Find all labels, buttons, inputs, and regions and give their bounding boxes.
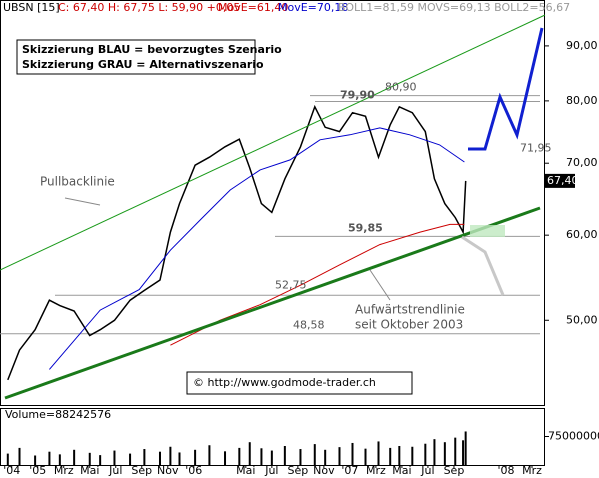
volume-bar (18, 447, 21, 465)
x-tick-label: '06 (185, 464, 202, 477)
boll: BOLL1=81,59 MOVS=69,13 BOLL2=56,67 (338, 1, 570, 14)
support-zone (470, 225, 505, 237)
x-tick-label: Mrz (54, 464, 74, 477)
volume-bar (158, 451, 161, 465)
x-tick-label: Sep (287, 464, 308, 477)
volume-bar (462, 440, 465, 465)
note-blue: Skizzierung BLAU = bevorzugtes Szenario (22, 43, 282, 56)
volume-bar (169, 446, 172, 465)
y-tick-label: 50,00 (566, 313, 598, 326)
volume-bar (238, 447, 241, 465)
x-tick-label: Mrz (522, 464, 542, 477)
pullback-line (0, 14, 546, 271)
volume-bar (324, 449, 327, 465)
level-label: 52,75 (275, 278, 307, 291)
trend-label: seit Oktober 2003 (355, 318, 463, 332)
symbol: UBSN [15] (3, 1, 60, 14)
volume-bar (313, 444, 316, 465)
volume-bar (424, 443, 427, 465)
volume-bar (58, 454, 61, 465)
volume-bar (364, 448, 367, 465)
x-tick-label: Mrz (366, 464, 386, 477)
x-tick-label: '05 (29, 464, 46, 477)
volume-bar (194, 449, 197, 465)
volume-bar (129, 453, 132, 465)
trend-label: Aufwärtstrendlinie (355, 303, 465, 317)
volume-bar (99, 455, 102, 465)
arrow (64, 197, 101, 206)
x-tick-label: Sep (444, 464, 465, 477)
trend-line (4, 206, 541, 400)
volume-bar (34, 455, 37, 465)
volume-bar (389, 447, 392, 465)
x-tick-label: Jul (264, 464, 278, 477)
x-tick-label: Mai (236, 464, 255, 477)
y-tick-label: 60,00 (566, 228, 598, 241)
volume-bar (260, 448, 263, 465)
volume-bar (224, 451, 227, 465)
level-label: 80,90 (385, 81, 417, 94)
gray-scenario (461, 235, 505, 296)
volume-bar (73, 449, 76, 465)
volume-bar (454, 437, 457, 465)
volume-bar (433, 439, 436, 465)
y-tick-label: 75000000 (548, 430, 599, 443)
x-tick-label: '04 (3, 464, 20, 477)
blue-scenario (468, 27, 544, 151)
level-label: 59,85 (348, 221, 383, 234)
series-line (7, 104, 467, 381)
copyright-box (186, 371, 413, 395)
volume-bar (143, 449, 146, 465)
volume-bar (48, 451, 51, 465)
arrow (369, 269, 391, 301)
last-price-label: 67,40 (547, 174, 579, 187)
ma2: MovE=70,18 (278, 1, 348, 14)
volume-bar (443, 442, 446, 465)
quote: C: 67,40 H: 67,75 L: 59,90 +0,05 (58, 1, 240, 14)
volume-bar (377, 441, 380, 465)
pullback-label: Pullbacklinie (40, 175, 115, 189)
volume-bar (248, 442, 251, 465)
volume-bar (6, 453, 9, 465)
series-line (49, 127, 465, 370)
volume-bar (398, 446, 401, 465)
x-tick-label: Nov (157, 464, 179, 477)
x-tick-label: '07 (341, 464, 358, 477)
x-tick-label: Mai (80, 464, 99, 477)
last-price-box (545, 173, 575, 188)
volume-bar (299, 449, 302, 465)
volume-bar (411, 446, 414, 465)
ma1: MovE=61,40 (218, 1, 288, 14)
volume-bar (270, 450, 273, 465)
series-line (170, 223, 465, 346)
x-tick-label: Jul (420, 464, 434, 477)
volume-bar (178, 452, 181, 465)
y-tick-label: 70,00 (566, 156, 598, 169)
x-tick-label: Nov (313, 464, 335, 477)
x-tick-label: Jul (108, 464, 122, 477)
y-tick-label: 90,00 (566, 39, 598, 52)
x-tick-label: Mai (392, 464, 411, 477)
y-tick-label: 80,00 (566, 94, 598, 107)
note-gray: Skizzierung GRAU = Alternativszenario (22, 58, 264, 71)
level-label: 48,58 (293, 319, 325, 332)
volume-bar (338, 447, 341, 465)
volume-bar (464, 431, 467, 465)
volume-bar (208, 445, 211, 465)
level-label: 79,90 (340, 88, 375, 101)
x-tick-label: Sep (131, 464, 152, 477)
volume-bar (88, 452, 91, 465)
x-tick-label: '08 (497, 464, 514, 477)
volume-title: Volume=88242576 (5, 408, 111, 421)
note-box (16, 39, 256, 75)
level-label: 71,95 (520, 141, 552, 154)
volume-bar (113, 450, 116, 465)
volume-bar (351, 442, 354, 465)
copyright: © http://www.godmode-trader.ch (193, 376, 376, 389)
volume-bar (283, 446, 286, 465)
